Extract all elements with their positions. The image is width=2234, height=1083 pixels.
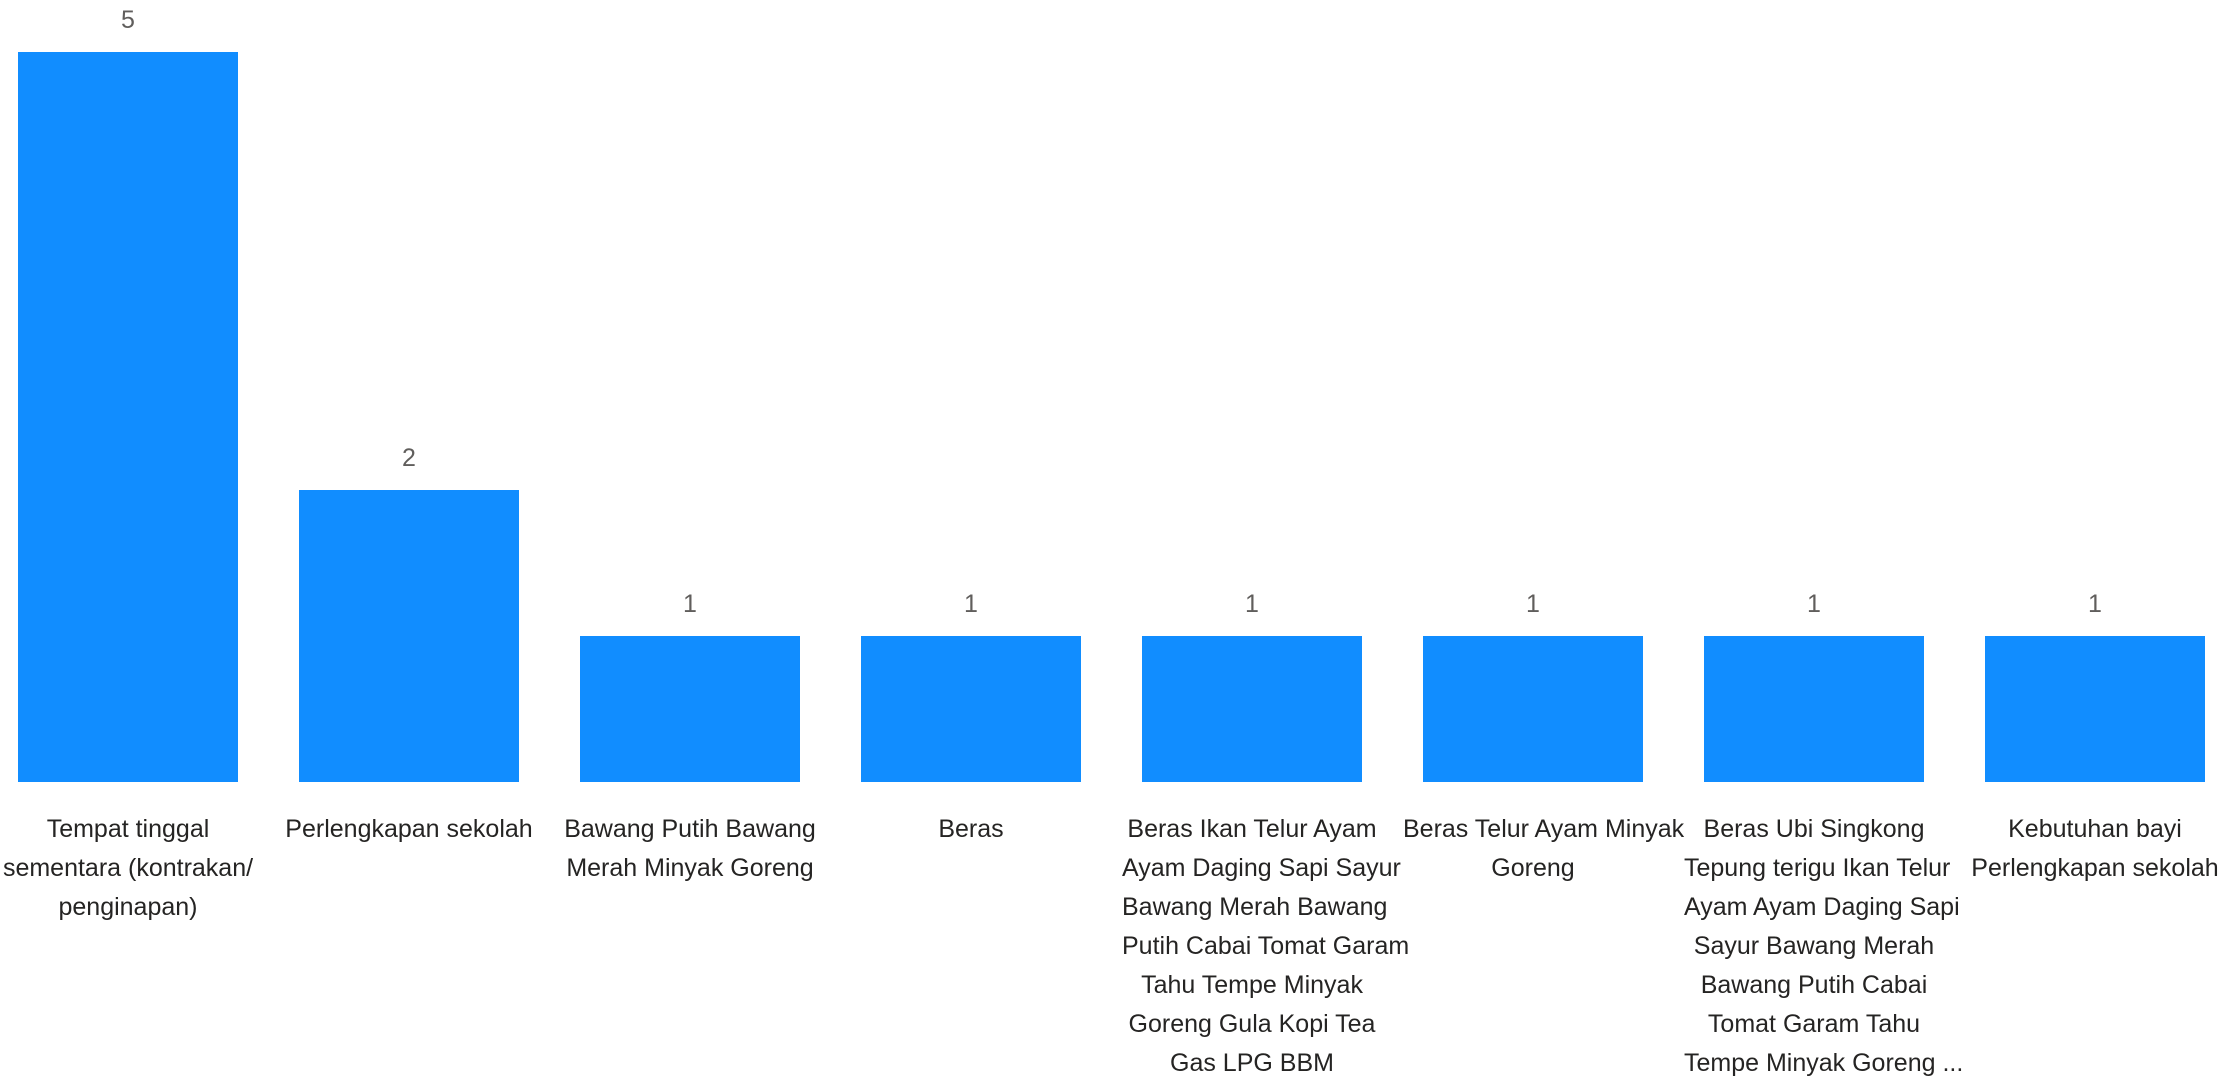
bar-1[interactable]	[18, 52, 238, 782]
bar-6[interactable]	[1423, 636, 1643, 782]
bar-value-label-8: 1	[2088, 590, 2102, 618]
category-label-line: Tomat Garam Tahu	[1707, 1010, 1921, 1038]
bar-value-label-2: 2	[402, 444, 416, 472]
category-label-line: Beras Ubi Singkong	[1703, 815, 1925, 843]
category-label-line: penginapan)	[58, 893, 198, 921]
category-label-line: Tahu Tempe Minyak	[1141, 971, 1363, 999]
category-label-line: Tepung terigu Ikan Telur	[1684, 854, 1951, 882]
bar-3[interactable]	[580, 636, 800, 782]
bar-4[interactable]	[861, 636, 1081, 782]
bar-value-label-6: 1	[1526, 590, 1540, 618]
category-label-line: Perlengkapan sekolah	[285, 815, 533, 843]
category-label-line: Tempat tinggal	[46, 815, 210, 843]
bar-value-label-3: 1	[683, 590, 697, 618]
category-label-line: Bawang Merah Bawang	[1122, 893, 1388, 921]
bar-value-label-7: 1	[1807, 590, 1821, 618]
category-label-line: Tempe Minyak Goreng ...	[1684, 1049, 1964, 1077]
category-label-line: Goreng Gula Kopi Tea	[1128, 1010, 1376, 1038]
category-label-5: Beras Ikan Telur Ayam Ayam Daging Sapi Sa…	[1122, 810, 1410, 1083]
bar-2[interactable]	[299, 490, 519, 782]
category-label-line: Putih Cabai Tomat Garam	[1122, 932, 1410, 960]
category-label-line: Merah Minyak Goreng	[566, 854, 814, 882]
category-label-line: Ayam Daging Sapi Sayur	[1122, 854, 1401, 882]
bar-5[interactable]	[1142, 636, 1362, 782]
category-label-6: Beras Telur Ayam Minyak Goreng	[1403, 810, 1685, 888]
category-label-line: Bawang Putih Bawang	[564, 815, 816, 843]
category-label-line: Gas LPG BBM	[1170, 1049, 1334, 1077]
category-label-line: sementara (kontrakan/	[2, 854, 254, 882]
category-label-line: Perlengkapan sekolah	[1971, 854, 2219, 882]
bar-value-label-1: 5	[121, 6, 135, 34]
category-label-line: Beras Ikan Telur Ayam	[1127, 815, 1377, 843]
bar-7[interactable]	[1704, 636, 1924, 782]
bar-value-label-5: 1	[1245, 590, 1259, 618]
category-label-4: Beras	[841, 810, 1101, 849]
category-label-line: Beras Telur Ayam Minyak	[1403, 815, 1685, 843]
bar-value-label-4: 1	[964, 590, 978, 618]
category-label-line: Sayur Bawang Merah	[1693, 932, 1935, 960]
category-label-line: Bawang Putih Cabai	[1700, 971, 1928, 999]
category-label-2: Perlengkapan sekolah	[279, 810, 539, 849]
category-label-1: Tempat tinggal sementara (kontrakan/pengi…	[0, 810, 258, 927]
category-label-line: Goreng	[1491, 854, 1575, 882]
category-label-line: Ayam Ayam Daging Sapi	[1684, 893, 1960, 921]
category-label-8: Kebutuhan bayi Perlengkapan sekolah	[1965, 810, 2225, 888]
category-label-7: Beras Ubi Singkong Tepung terigu Ikan Tel…	[1684, 810, 1964, 1083]
category-label-3: Bawang Putih Bawang Merah Minyak Goreng	[560, 810, 820, 888]
category-label-line: Kebutuhan bayi	[2008, 815, 2182, 843]
category-label-line: Beras	[938, 815, 1004, 843]
bar-8[interactable]	[1985, 636, 2205, 782]
